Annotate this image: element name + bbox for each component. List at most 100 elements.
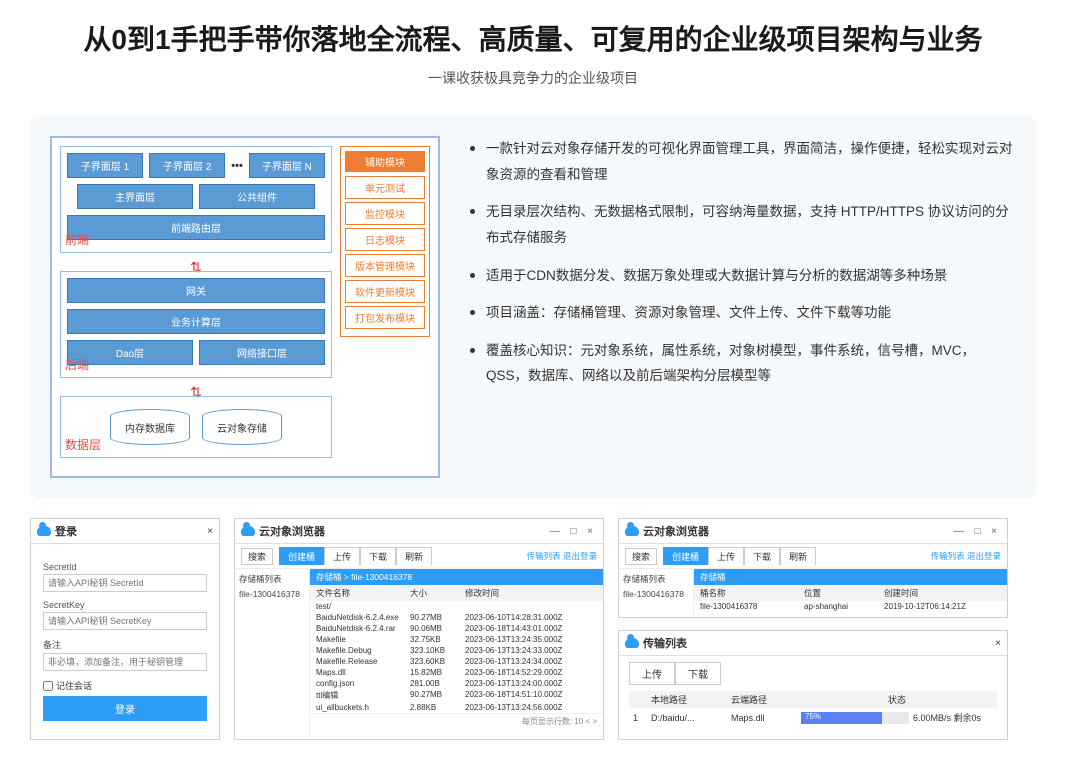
login-window: 登录 × SecretId SecretKey 备注 记住会话 登录 <box>30 518 220 740</box>
login-button[interactable]: 登录 <box>43 696 207 721</box>
arch-section-label: 后端 <box>65 356 89 373</box>
cell: 2023-06-13T13:24:35.000Z <box>465 635 603 644</box>
cell: 2023-06-18T14:43:01.000Z <box>465 624 603 633</box>
arch-box: 业务计算层 <box>67 309 325 334</box>
cell <box>410 602 465 611</box>
cell: ap-shanghai <box>804 602 884 611</box>
progress-bar: 75% <box>801 712 909 724</box>
tab-create[interactable]: 创建桶 <box>279 547 324 565</box>
tab-refresh[interactable]: 刷新 <box>780 547 816 565</box>
cell: 2023-06-18T14:51:10.000Z <box>465 690 603 701</box>
pager[interactable]: 每页显示行数: 10 < > <box>310 713 603 729</box>
arrow-icon: ⇅ <box>60 388 332 396</box>
page-subtitle: 一课收获极具竞争力的企业级项目 <box>0 68 1066 88</box>
architecture-diagram: 子界面层 1 子界面层 2 ••• 子界面层 N 主界面层 公共组件 前端路由层… <box>50 136 440 478</box>
queue-row[interactable]: 1 D:/baidu/... Maps.dll 75% 6.00MB/s 剩余0… <box>629 708 997 727</box>
ellipsis-icon: ••• <box>231 160 243 172</box>
tab-upload[interactable]: 上传 <box>324 547 360 565</box>
secretid-label: SecretId <box>43 562 207 572</box>
table-row[interactable]: file-1300416378 ap-shanghai 2019-10-12T0… <box>694 601 1007 612</box>
cell: 2023-06-18T14:52:29.000Z <box>465 668 603 677</box>
cell: 2.88KB <box>410 703 465 712</box>
cell: 2019-10-12T06:14:21Z <box>884 602 1007 611</box>
sidebar-title: 存储桶列表 <box>623 573 689 585</box>
browser2-window: 云对象浏览器 — □ × 搜索 创建桶 上传 下载 刷新 传输列表 退出登录 存… <box>618 518 1008 618</box>
table-row[interactable]: BaiduNetdisk-6.2.4.exe90.27MB2023-06-10T… <box>310 612 603 623</box>
tab-create[interactable]: 创建桶 <box>663 547 708 565</box>
window-controls[interactable]: — □ × <box>954 526 1001 537</box>
col-idx <box>629 691 647 708</box>
tab-upload[interactable]: 上传 <box>629 662 675 685</box>
aux-item: 版本管理模块 <box>345 254 425 277</box>
transfer-queue-window: 传输列表 × 上传 下载 本地路径 云端路径 状态 1 D:/baidu/...… <box>618 630 1008 740</box>
cell: 90.06MB <box>410 624 465 633</box>
table-row[interactable]: Maps.dll15.82MB2023-06-18T14:52:29.000Z <box>310 667 603 678</box>
secretid-input[interactable] <box>43 574 207 592</box>
cell <box>465 602 603 611</box>
cloud-icon <box>625 638 639 648</box>
col-loc: 位置 <box>804 587 884 599</box>
cloud-icon <box>37 526 51 536</box>
tab-download[interactable]: 下载 <box>744 547 780 565</box>
cloud-icon <box>625 526 639 536</box>
table-row[interactable]: Makefile32.75KB2023-06-13T13:24:35.000Z <box>310 634 603 645</box>
feature-bullet: 适用于CDN数据分发、数据万象处理或大数据计算与分析的数据湖等多种场景 <box>470 263 1016 289</box>
feature-bullet: 项目涵盖：存储桶管理、资源对象管理、文件上传、文件下载等功能 <box>470 300 1016 326</box>
tab-refresh[interactable]: 刷新 <box>396 547 432 565</box>
close-icon[interactable]: × <box>995 638 1001 649</box>
cell: 90.27MB <box>410 690 465 701</box>
bucket-item[interactable]: file-1300416378 <box>239 589 305 599</box>
progress-text: 75% <box>805 712 885 721</box>
sidebar-title: 存储桶列表 <box>239 573 305 585</box>
arch-box: 子界面层 2 <box>149 153 225 178</box>
feature-bullet: 覆盖核心知识：元对象系统，属性系统，对象树模型，事件系统，信号槽，MVC，QSS… <box>470 338 1016 389</box>
cell: 2023-06-10T14:28:31.000Z <box>465 613 603 622</box>
secretkey-input[interactable] <box>43 612 207 630</box>
table-row[interactable]: config.json281.00B2023-06-13T13:24:00.00… <box>310 678 603 689</box>
bucket-item[interactable]: file-1300416378 <box>623 589 689 599</box>
col-name: 文件名称 <box>310 587 410 599</box>
queue-header: 本地路径 云端路径 状态 <box>629 691 997 708</box>
cell: 2023-06-13T13:24:34.000Z <box>465 657 603 666</box>
header-links[interactable]: 传输列表 退出登录 <box>931 550 1001 562</box>
feature-list: 一款针对云对象存储开发的可视化界面管理工具，界面简洁，操作便捷，轻松实现对云对象… <box>470 136 1016 478</box>
table-row[interactable]: test/ <box>310 601 603 612</box>
window-controls[interactable]: — □ × <box>550 526 597 537</box>
col-size: 大小 <box>410 587 465 599</box>
cell-remote: Maps.dll <box>727 713 797 723</box>
header-links[interactable]: 传输列表 退出登录 <box>527 550 597 562</box>
cell: Makefile <box>310 635 410 644</box>
table-row[interactable]: Makefile.Release323.60KB2023-06-13T13:24… <box>310 656 603 667</box>
arch-box: 网关 <box>67 278 325 303</box>
cell: 323.60KB <box>410 657 465 666</box>
aux-item: 监控模块 <box>345 202 425 225</box>
table-row[interactable]: Makefile.Debug323.10KB2023-06-13T13:24:3… <box>310 645 603 656</box>
remember-checkbox[interactable]: 记住会话 <box>43 679 207 692</box>
arrow-icon: ⇅ <box>60 263 332 271</box>
window-title: 云对象浏览器 <box>259 523 550 539</box>
search-button[interactable]: 搜索 <box>625 548 657 565</box>
aux-item: 打包发布模块 <box>345 306 425 329</box>
search-button[interactable]: 搜索 <box>241 548 273 565</box>
col-local: 本地路径 <box>647 691 727 708</box>
tab-download[interactable]: 下载 <box>675 662 721 685</box>
table-row[interactable]: ui_allbuckets.h2.88KB2023-06-13T13:24:56… <box>310 702 603 713</box>
table-header: 桶名称 位置 创建时间 <box>694 585 1007 601</box>
table-row[interactable]: ttl编辑90.27MB2023-06-18T14:51:10.000Z <box>310 689 603 702</box>
cell-idx: 1 <box>629 713 647 723</box>
aux-item: 软件更新模块 <box>345 280 425 303</box>
close-icon[interactable]: × <box>207 526 213 537</box>
cell: 2023-06-13T13:24:56.000Z <box>465 703 603 712</box>
col-mtime: 修改时间 <box>465 587 603 599</box>
cell: 2023-06-13T13:24:00.000Z <box>465 679 603 688</box>
tab-upload[interactable]: 上传 <box>708 547 744 565</box>
cell: ttl编辑 <box>310 690 410 701</box>
arch-box: 子界面层 1 <box>67 153 143 178</box>
cell: 281.00B <box>410 679 465 688</box>
table-row[interactable]: BaiduNetdisk-6.2.4.rar90.06MB2023-06-18T… <box>310 623 603 634</box>
remark-input[interactable] <box>43 653 207 671</box>
tab-download[interactable]: 下载 <box>360 547 396 565</box>
window-title: 登录 <box>55 523 207 539</box>
col-status: 状态 <box>797 691 997 708</box>
feature-bullet: 无目录层次结构、无数据格式限制，可容纳海量数据，支持 HTTP/HTTPS 协议… <box>470 199 1016 250</box>
